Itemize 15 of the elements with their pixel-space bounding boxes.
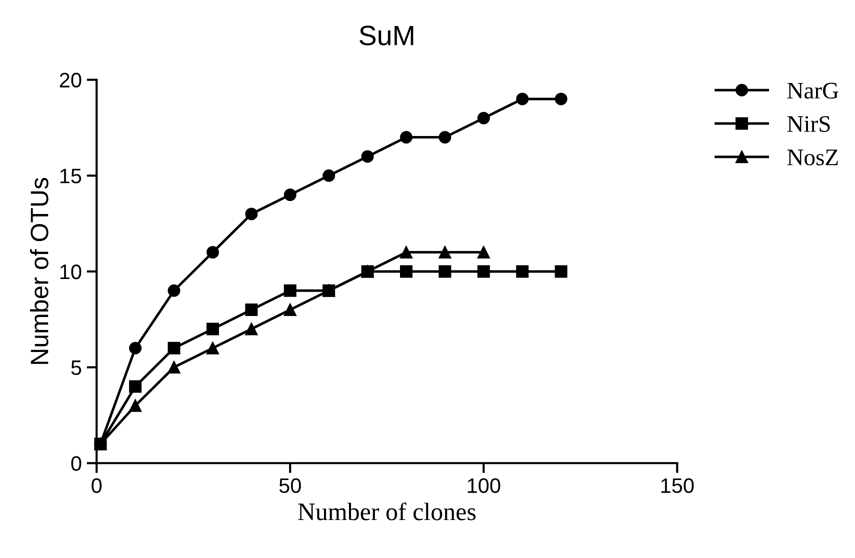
y-tick-label: 15 [60,168,82,184]
legend-label: NirS [787,116,830,132]
y-tick-label: 10 [60,264,82,280]
x-tick-label: 150 [661,478,694,494]
y-tick-label: 0 [71,456,82,471]
y-axis-title: Number of OTUs [30,178,48,364]
chart-title: SuM [360,26,414,46]
legend-label: NosZ [787,150,838,166]
y-tick-label: 20 [60,72,82,88]
x-tick-label: 100 [468,478,500,494]
x-tick-label: 0 [92,478,102,494]
x-tick-label: 50 [279,478,301,494]
y-tick-label: 5 [71,360,82,376]
legend-label: NarG [787,82,838,99]
x-axis-title: Number of clones [298,502,476,520]
